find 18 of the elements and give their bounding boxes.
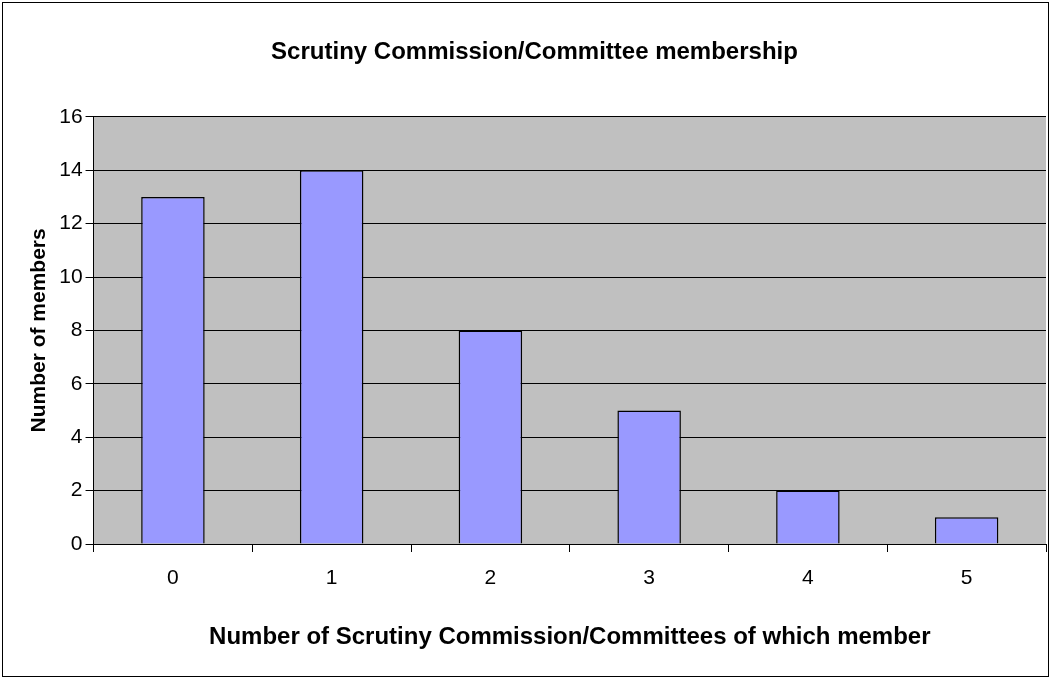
- x-tick-label: 0: [167, 565, 179, 589]
- y-tick-label: 14: [59, 157, 83, 180]
- x-tick-label: 5: [960, 565, 973, 589]
- y-tick-label: 0: [70, 530, 83, 554]
- x-tick-label: 1: [325, 565, 338, 589]
- y-tick-label: 16: [59, 103, 83, 127]
- y-axis-title: Number of members: [26, 228, 50, 433]
- x-tick-label: 3: [643, 565, 655, 589]
- y-tick-label: 8: [70, 317, 83, 341]
- chart-title: Scrutiny Commission/Committee membership: [271, 37, 798, 65]
- x-tick-label: 2: [484, 565, 497, 589]
- y-tick-label: 2: [70, 477, 83, 501]
- y-tick-label: 12: [59, 210, 83, 234]
- x-tick-label: 4: [802, 565, 815, 589]
- y-tick-label: 10: [59, 263, 83, 287]
- x-axis-title: Number of Scrutiny Commission/Committees of which member: [209, 622, 931, 650]
- y-tick-label: 6: [70, 370, 83, 394]
- y-tick-label: 4: [70, 424, 83, 447]
